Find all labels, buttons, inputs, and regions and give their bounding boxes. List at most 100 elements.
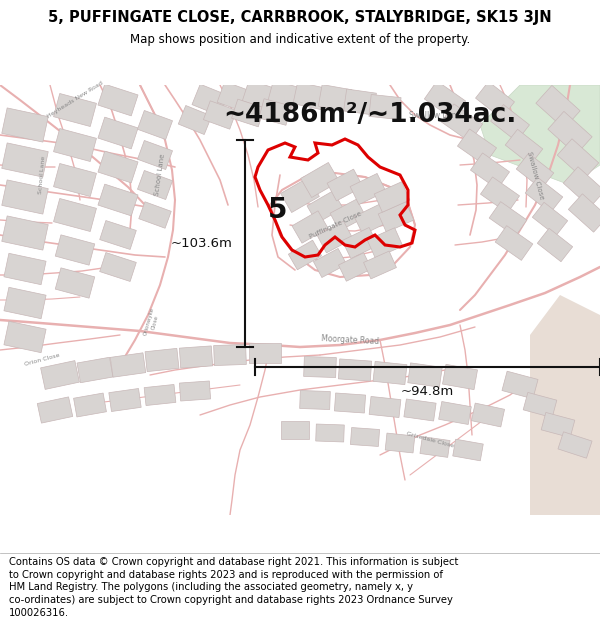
Polygon shape (472, 403, 505, 427)
Polygon shape (98, 117, 138, 149)
Text: 5, PUFFINGATE CLOSE, CARRBROOK, STALYBRIDGE, SK15 3JN: 5, PUFFINGATE CLOSE, CARRBROOK, STALYBRI… (48, 10, 552, 25)
Polygon shape (516, 153, 554, 189)
Polygon shape (179, 381, 211, 401)
Polygon shape (2, 143, 48, 177)
Polygon shape (313, 249, 347, 278)
Text: Swallow Lane: Swallow Lane (409, 111, 461, 119)
Polygon shape (317, 221, 353, 253)
Polygon shape (525, 177, 563, 212)
Polygon shape (354, 203, 390, 234)
Polygon shape (481, 177, 520, 213)
Text: Puffingate Close: Puffingate Close (308, 210, 362, 240)
Polygon shape (350, 173, 386, 204)
Polygon shape (424, 81, 466, 119)
Polygon shape (536, 86, 580, 129)
Polygon shape (249, 343, 281, 363)
Polygon shape (342, 228, 378, 259)
Polygon shape (268, 81, 302, 109)
Polygon shape (369, 94, 401, 119)
Polygon shape (53, 199, 97, 231)
Polygon shape (316, 424, 344, 442)
Text: Orionwyke
Close: Orionwyke Close (143, 307, 161, 338)
Polygon shape (327, 169, 363, 201)
Text: Grisedale Close: Grisedale Close (406, 431, 454, 449)
Polygon shape (37, 397, 73, 423)
Polygon shape (4, 253, 46, 285)
Polygon shape (523, 392, 557, 418)
Text: ~103.6m: ~103.6m (171, 237, 233, 250)
Polygon shape (100, 253, 136, 281)
Polygon shape (385, 433, 415, 453)
Polygon shape (369, 396, 401, 418)
Polygon shape (374, 182, 410, 213)
Polygon shape (109, 389, 141, 411)
Polygon shape (137, 141, 173, 169)
Polygon shape (453, 439, 483, 461)
Polygon shape (281, 421, 309, 439)
Text: 5: 5 (268, 196, 288, 224)
Text: Moorgate Road: Moorgate Road (321, 334, 379, 346)
Polygon shape (364, 251, 397, 279)
Polygon shape (289, 240, 322, 270)
Polygon shape (557, 139, 599, 179)
Polygon shape (179, 346, 212, 368)
Polygon shape (110, 352, 146, 377)
Polygon shape (408, 363, 442, 387)
Polygon shape (74, 393, 106, 417)
Text: Map shows position and indicative extent of the property.: Map shows position and indicative extent… (130, 32, 470, 46)
Polygon shape (2, 180, 48, 214)
Polygon shape (489, 202, 527, 236)
Polygon shape (367, 228, 403, 258)
Polygon shape (470, 153, 509, 189)
Text: Orion Close: Orion Close (24, 353, 60, 367)
Polygon shape (330, 199, 366, 231)
Polygon shape (491, 104, 529, 141)
Polygon shape (242, 80, 278, 110)
Polygon shape (2, 108, 48, 142)
Polygon shape (301, 162, 340, 198)
Polygon shape (304, 356, 337, 377)
Polygon shape (495, 226, 533, 261)
Polygon shape (502, 371, 538, 399)
Polygon shape (373, 361, 407, 384)
Polygon shape (476, 82, 514, 118)
Polygon shape (443, 364, 478, 389)
Polygon shape (307, 191, 343, 223)
Polygon shape (232, 99, 265, 127)
Polygon shape (292, 211, 328, 243)
Polygon shape (203, 101, 236, 129)
Text: Heyheads New Road: Heyheads New Road (46, 81, 104, 119)
Polygon shape (480, 85, 600, 185)
Text: Contains OS data © Crown copyright and database right 2021. This information is : Contains OS data © Crown copyright and d… (9, 557, 458, 618)
Polygon shape (53, 164, 97, 196)
Polygon shape (98, 151, 138, 183)
Polygon shape (139, 202, 171, 228)
Polygon shape (100, 221, 136, 249)
Polygon shape (137, 171, 173, 199)
Polygon shape (563, 167, 600, 208)
Polygon shape (144, 384, 176, 406)
Polygon shape (319, 84, 352, 111)
Polygon shape (548, 111, 592, 154)
Polygon shape (214, 344, 247, 366)
Polygon shape (378, 202, 414, 232)
Polygon shape (98, 84, 138, 116)
Text: ~94.8m: ~94.8m (401, 385, 454, 398)
Polygon shape (420, 437, 450, 458)
Polygon shape (538, 228, 572, 262)
Polygon shape (53, 129, 97, 161)
Polygon shape (558, 432, 592, 458)
Polygon shape (299, 391, 331, 409)
Polygon shape (404, 399, 436, 421)
Polygon shape (98, 184, 138, 216)
Polygon shape (334, 393, 365, 413)
Polygon shape (350, 428, 380, 446)
Polygon shape (568, 194, 600, 232)
Polygon shape (77, 357, 113, 382)
Polygon shape (259, 99, 291, 125)
Polygon shape (505, 129, 543, 165)
Polygon shape (338, 359, 371, 381)
Polygon shape (4, 321, 46, 352)
Polygon shape (41, 361, 79, 389)
Polygon shape (145, 348, 179, 372)
